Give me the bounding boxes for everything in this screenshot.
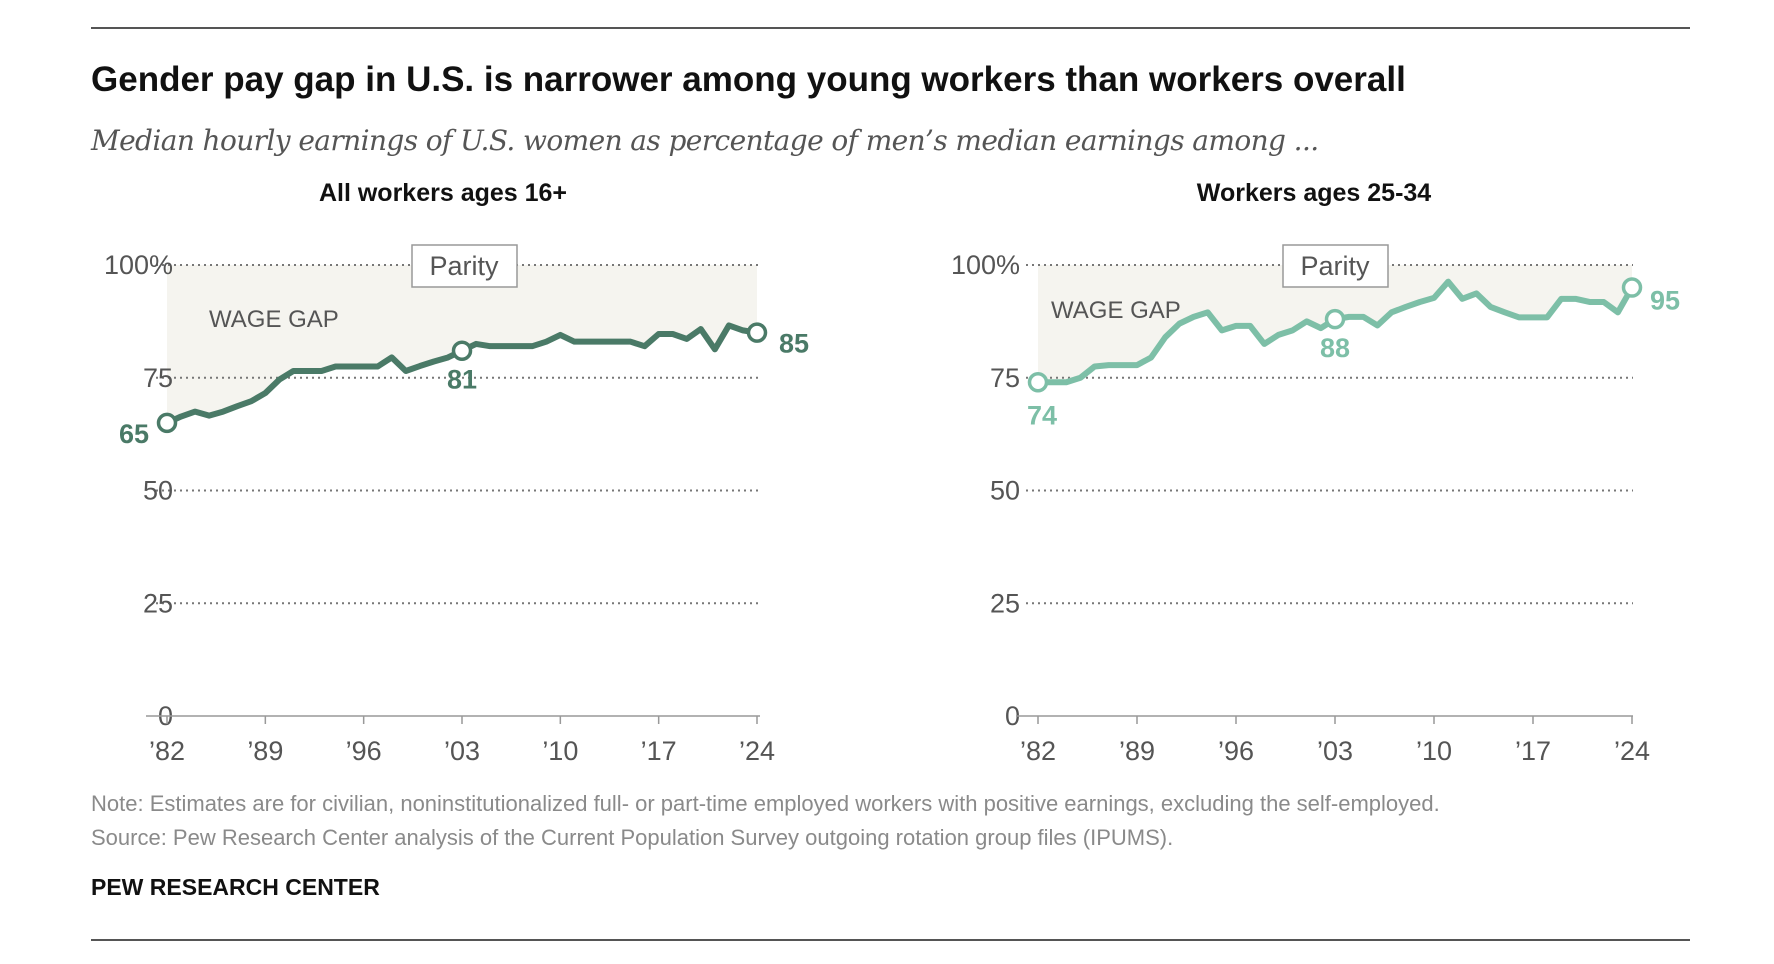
x-tick-label: ’82 [1020, 736, 1056, 766]
parity-label: Parity [1300, 251, 1370, 281]
annotation-marker [156, 412, 178, 434]
panel-title: All workers ages 16+ [319, 179, 567, 207]
chart-subtitle: Median hourly earnings of U.S. women as … [91, 124, 1319, 157]
bottom-rule [91, 939, 1690, 941]
annotation-label: 95 [1650, 286, 1680, 316]
wage-gap-area [1038, 265, 1632, 383]
x-tick-label: ’24 [739, 736, 775, 766]
y-tick-label: 0 [1005, 701, 1020, 731]
annotation-marker [451, 340, 473, 361]
parity-label: Parity [429, 251, 499, 281]
annotation-marker [746, 322, 768, 343]
x-tick-label: ’89 [247, 736, 283, 766]
x-tick-label: ’82 [149, 736, 185, 766]
x-tick-label: ’89 [1119, 736, 1155, 766]
annotation-marker [1324, 308, 1346, 330]
x-tick-label: ’03 [1317, 736, 1353, 766]
panel-title: Workers ages 25-34 [1197, 179, 1431, 207]
chart-title: Gender pay gap in U.S. is narrower among… [91, 60, 1406, 99]
annotation-label: 74 [1027, 400, 1057, 430]
x-tick-label: ’96 [1218, 736, 1254, 766]
x-tick-label: ’03 [444, 736, 480, 766]
parity-box [1282, 244, 1389, 288]
y-tick-label: 75 [143, 363, 173, 393]
x-tick-label: ’10 [542, 736, 578, 766]
y-tick-label: 25 [990, 588, 1020, 618]
y-tick-label: 50 [143, 476, 173, 506]
wage-gap-label: WAGE GAP [209, 306, 339, 333]
parity-box [411, 244, 518, 288]
y-tick-label: 75 [990, 363, 1020, 393]
x-tick-label: ’10 [1416, 736, 1452, 766]
wage-gap-label: WAGE GAP [1051, 297, 1181, 324]
top-rule [91, 27, 1690, 29]
x-tick-label: ’17 [1515, 736, 1551, 766]
annotation-label: 81 [447, 365, 477, 395]
x-tick-label: ’96 [346, 736, 382, 766]
pew-logo-text: PEW RESEARCH CENTER [91, 874, 380, 900]
y-tick-label: 50 [990, 476, 1020, 506]
y-tick-label: 100% [104, 250, 173, 280]
annotation-marker [1621, 277, 1643, 298]
annotation-label: 88 [1320, 333, 1350, 363]
y-tick-label: 25 [143, 588, 173, 618]
note-text: Note: Estimates are for civilian, nonins… [91, 791, 1440, 816]
x-tick-label: ’24 [1614, 736, 1650, 766]
x-tick-label: ’17 [641, 736, 677, 766]
annotation-label: 65 [119, 419, 149, 449]
source-text: Source: Pew Research Center analysis of … [91, 825, 1174, 850]
y-tick-label: 100% [951, 250, 1020, 280]
annotation-marker [1027, 372, 1049, 393]
annotation-label: 85 [779, 329, 809, 359]
